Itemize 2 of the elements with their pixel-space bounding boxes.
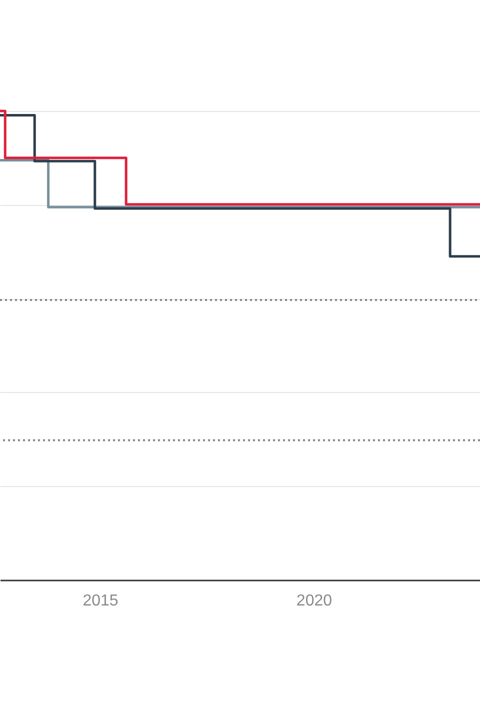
x-tick-label: 2015 xyxy=(82,592,118,610)
x-tick-label: 2020 xyxy=(296,592,332,610)
